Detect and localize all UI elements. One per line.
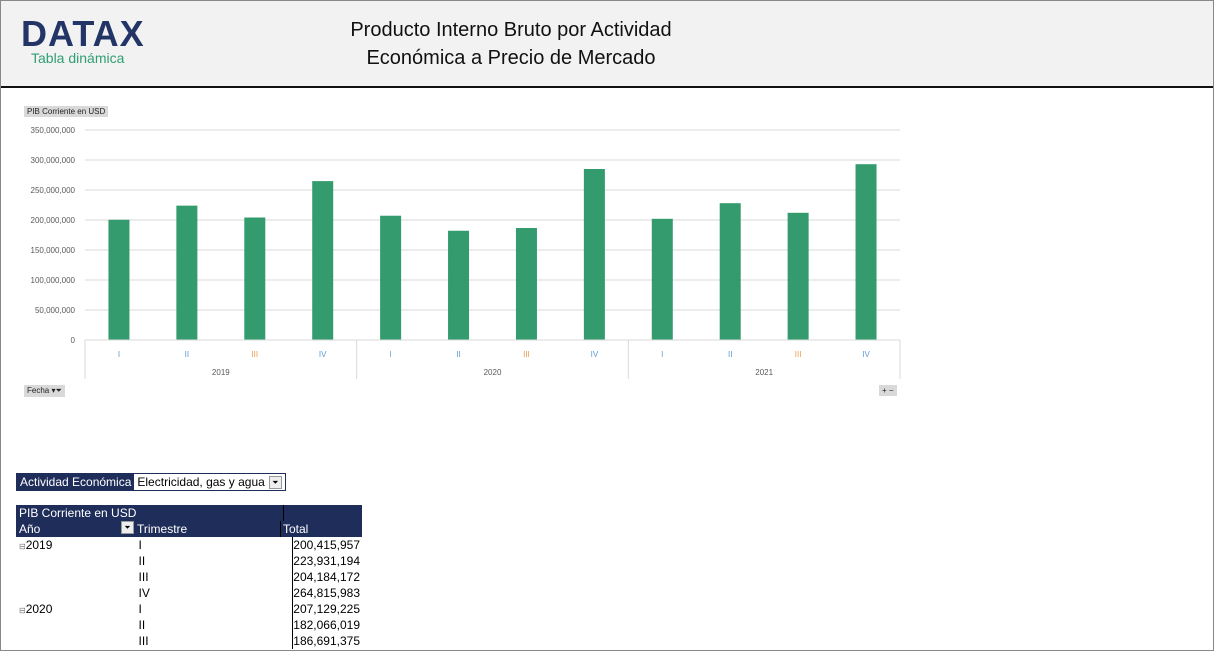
quarter-cell: IV	[138, 586, 150, 600]
y-tick-label: 150,000,000	[31, 246, 76, 255]
year: 2020	[25, 602, 53, 616]
expand-button[interactable]: +	[882, 386, 887, 395]
report-filter: Actividad Económica Electricidad, gas y …	[16, 473, 286, 491]
total-cell: 204,184,172	[292, 569, 360, 585]
bar	[108, 219, 130, 340]
year-cell	[16, 553, 121, 569]
col-total: Total	[280, 521, 362, 537]
x-group-label: 2021	[755, 368, 773, 377]
bar	[855, 164, 877, 340]
filter-icon[interactable]: ⏷	[268, 475, 282, 489]
logo-subtitle: Tabla dinámica	[31, 50, 125, 66]
table-row: II 182,066,019	[16, 617, 362, 633]
filter-icon[interactable]: ⏷	[121, 521, 134, 534]
bar	[719, 203, 741, 340]
zoom-buttons: + −	[879, 385, 897, 396]
chart-value-field-button[interactable]: PIB Corriente en USD	[24, 106, 109, 117]
x-tick-label: I	[661, 350, 663, 359]
pivot-column-headers: Año ⏷ Trimestre Total	[16, 521, 362, 537]
total-cell: 207,129,225	[292, 601, 360, 617]
year-cell	[16, 569, 121, 585]
table-row: III 204,184,172	[16, 569, 362, 585]
quarter-cell: III	[138, 634, 149, 648]
header: DATAX Tabla dinámica Producto Interno Br…	[1, 1, 1213, 88]
year-cell	[16, 633, 121, 649]
collapse-button[interactable]: −	[888, 386, 894, 395]
total-cell: 264,815,983	[292, 585, 360, 601]
year-cell	[16, 617, 121, 633]
y-tick-label: 250,000,000	[31, 186, 76, 195]
quarter-cell: I	[138, 602, 142, 616]
x-tick-label: II	[456, 350, 460, 359]
y-tick-label: 200,000,000	[31, 216, 76, 225]
filter-dropdown[interactable]: Electricidad, gas y agua ⏷	[134, 474, 285, 490]
bar	[787, 212, 809, 340]
x-tick-label: IV	[591, 350, 599, 359]
bar-chart: 0 50,000,000 100,000,000 150,000,000 200,000…	[31, 126, 901, 379]
bar	[583, 169, 605, 340]
x-tick-label: III	[523, 350, 530, 359]
bar	[651, 218, 673, 340]
filter-value: Electricidad, gas y agua	[137, 475, 265, 489]
table-row: ⊟2019 I 200,415,957	[16, 537, 362, 553]
y-tick-label: 0	[71, 336, 76, 345]
year-cell: ⊟2019	[16, 537, 121, 553]
bar	[244, 217, 266, 340]
year-cell	[16, 585, 121, 601]
x-tick-label: II	[185, 350, 189, 359]
table-row: IV 264,815,983	[16, 585, 362, 601]
col-quarter: Trimestre	[137, 522, 188, 536]
x-tick-label: IV	[319, 350, 327, 359]
bar	[176, 205, 198, 340]
year: 2019	[25, 538, 53, 552]
logo: DATAX	[21, 13, 145, 54]
collapse-icon[interactable]: ⊟	[19, 606, 26, 615]
table-row: ⊟2020 I 207,129,225	[16, 601, 362, 617]
pivot-header-row: PIB Corriente en USD	[16, 505, 362, 521]
x-group-label: 2019	[212, 368, 230, 377]
collapse-icon[interactable]: ⊟	[19, 542, 26, 551]
page-title: Producto Interno Bruto por Actividad Eco…	[301, 16, 721, 72]
total-cell: 200,415,957	[292, 537, 360, 553]
x-tick-label: IV	[862, 350, 870, 359]
total-cell: 182,066,019	[292, 617, 360, 633]
bar	[448, 230, 470, 340]
x-tick-label: III	[251, 350, 258, 359]
title-line-1: Producto Interno Bruto por Actividad	[350, 19, 672, 41]
quarter-cell: II	[138, 554, 146, 568]
bar	[312, 181, 334, 340]
filter-icon: ▾⏷	[51, 386, 62, 395]
pivot-title: PIB Corriente en USD	[19, 506, 137, 520]
bar	[380, 215, 402, 340]
quarter-cell: III	[138, 570, 149, 584]
title-line-2: Económica a Precio de Mercado	[366, 47, 656, 69]
fecha-label: Fecha	[27, 386, 50, 395]
y-tick-label: 50,000,000	[35, 306, 76, 315]
pivot-table: PIB Corriente en USD Año ⏷ Trimestre Tota…	[16, 505, 362, 649]
table-row: III 186,691,375	[16, 633, 362, 649]
fecha-filter-button[interactable]: Fecha ▾⏷	[24, 385, 65, 397]
quarter-cell: II	[138, 618, 146, 632]
x-tick-label: II	[728, 350, 732, 359]
x-tick-label: III	[795, 350, 802, 359]
filter-label: Actividad Económica	[17, 474, 135, 490]
bar	[515, 227, 537, 340]
y-tick-label: 350,000,000	[31, 126, 76, 135]
quarter-cell: I	[138, 538, 142, 552]
col-year: Año	[19, 522, 41, 536]
x-group-label: 2020	[484, 368, 502, 377]
x-tick-label: I	[118, 350, 120, 359]
x-tick-label: I	[390, 350, 392, 359]
total-cell: 223,931,194	[292, 553, 360, 569]
y-tick-label: 100,000,000	[31, 276, 76, 285]
year-cell: ⊟2020	[16, 601, 121, 617]
total-cell: 186,691,375	[292, 633, 360, 649]
y-tick-label: 300,000,000	[31, 156, 76, 165]
table-row: II 223,931,194	[16, 553, 362, 569]
